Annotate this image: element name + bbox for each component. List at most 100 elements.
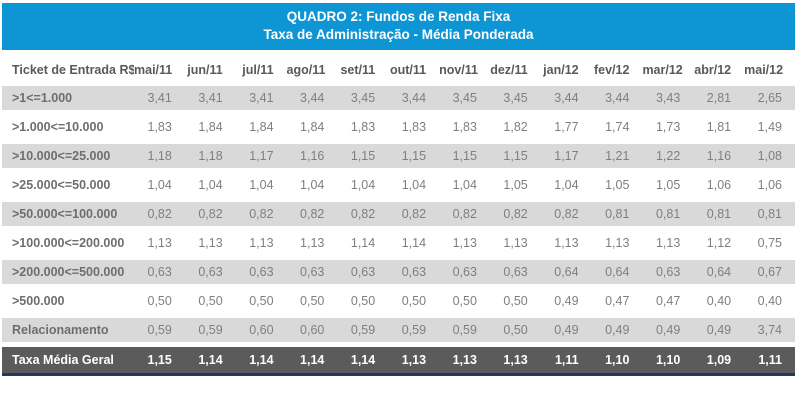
cell-value: 1,14 [337, 231, 389, 255]
cell-value: 1,18 [134, 144, 185, 168]
cell-value: 3,45 [439, 86, 490, 110]
row-label: >10.000<=25.000 [2, 144, 134, 168]
cell-value: 1,82 [489, 115, 541, 139]
column-header-month: abr/12 [693, 57, 745, 81]
cell-value: 2,81 [693, 86, 745, 110]
cell-value: 1,11 [744, 347, 795, 376]
cell-value: 3,45 [489, 86, 541, 110]
cell-value: 1,04 [540, 173, 592, 197]
cell-value: 0,50 [286, 289, 338, 313]
row-label: >500.000 [2, 289, 134, 313]
cell-value: 3,44 [388, 86, 440, 110]
cell-value: 0,50 [337, 289, 389, 313]
cell-value: 1,04 [439, 173, 490, 197]
column-header-month: ago/11 [286, 57, 338, 81]
cell-value: 0,49 [693, 318, 745, 342]
column-header-month: dez/11 [489, 57, 541, 81]
cell-value: 0,50 [235, 289, 287, 313]
cell-value: 1,04 [388, 173, 440, 197]
cell-value: 1,13 [540, 231, 592, 255]
table-row: >100.000<=200.000 1,13 1,13 1,13 1,13 1,14 1,1… [2, 231, 795, 255]
cell-value: 1,13 [134, 231, 185, 255]
cell-value: 1,81 [693, 115, 745, 139]
cell-value: 1,13 [286, 231, 338, 255]
column-header-month: set/11 [337, 57, 389, 81]
cell-value: 0,49 [540, 289, 592, 313]
cell-value: 0,81 [693, 202, 745, 226]
cell-value: 1,83 [388, 115, 440, 139]
cell-value: 1,13 [489, 231, 541, 255]
column-header-month: mar/12 [642, 57, 694, 81]
row-label: Taxa Média Geral [2, 347, 134, 376]
cell-value: 1,84 [235, 115, 287, 139]
row-label: >1<=1.000 [2, 86, 134, 110]
table-row: >50.000<=100.000 0,82 0,82 0,82 0,82 0,82 0,82… [2, 202, 795, 226]
cell-value: 3,45 [337, 86, 389, 110]
cell-value: 1,06 [744, 173, 795, 197]
cell-value: 0,82 [540, 202, 592, 226]
table-title-banner: QUADRO 2: Fundos de Renda Fixa Taxa de A… [2, 3, 795, 50]
cell-value: 0,50 [489, 289, 541, 313]
cell-value: 1,11 [540, 347, 592, 376]
cell-value: 1,13 [439, 347, 490, 376]
cell-value: 0,50 [184, 289, 236, 313]
cell-value: 1,14 [337, 347, 389, 376]
cell-value: 0,40 [744, 289, 795, 313]
cell-value: 1,14 [286, 347, 338, 376]
cell-value: 1,08 [744, 144, 795, 168]
cell-value: 0,50 [489, 318, 541, 342]
column-header-month: mai/11 [134, 57, 185, 81]
cell-value: 1,14 [235, 347, 287, 376]
cell-value: 0,59 [184, 318, 236, 342]
cell-value: 1,04 [286, 173, 338, 197]
cell-value: 0,63 [439, 260, 490, 284]
cell-value: 1,15 [388, 144, 440, 168]
cell-value: 0,63 [642, 260, 694, 284]
cell-value: 0,82 [337, 202, 389, 226]
cell-value: 0,81 [591, 202, 643, 226]
header-row: Ticket de Entrada R$ mai/11 jun/11 jul/11 ag… [2, 57, 795, 81]
cell-value: 0,63 [134, 260, 185, 284]
row-label: >100.000<=200.000 [2, 231, 134, 255]
cell-value: 1,83 [439, 115, 490, 139]
cell-value: 0,59 [337, 318, 389, 342]
cell-value: 3,41 [184, 86, 236, 110]
cell-value: 1,09 [693, 347, 745, 376]
cell-value: 1,16 [693, 144, 745, 168]
cell-value: 0,49 [540, 318, 592, 342]
cell-value: 0,49 [642, 318, 694, 342]
cell-value: 0,60 [235, 318, 287, 342]
cell-value: 1,13 [388, 347, 440, 376]
cell-value: 3,41 [134, 86, 185, 110]
cell-value: 1,04 [184, 173, 236, 197]
row-label: >200.000<=500.000 [2, 260, 134, 284]
column-header-month: fev/12 [591, 57, 643, 81]
cell-value: 0,50 [439, 289, 490, 313]
cell-value: 0,49 [591, 318, 643, 342]
column-header-month: jun/11 [184, 57, 236, 81]
table-row: >1.000<=10.000 1,83 1,84 1,84 1,84 1,83 1,83 1,… [2, 115, 795, 139]
cell-value: 0,50 [134, 289, 185, 313]
cell-value: 1,17 [235, 144, 287, 168]
cell-value: 1,10 [642, 347, 694, 376]
cell-value: 1,21 [591, 144, 643, 168]
cell-value: 1,10 [591, 347, 643, 376]
cell-value: 0,63 [184, 260, 236, 284]
cell-value: 3,44 [540, 86, 592, 110]
cell-value: 0,59 [134, 318, 185, 342]
cell-value: 0,82 [235, 202, 287, 226]
cell-value: 0,82 [184, 202, 236, 226]
cell-value: 1,05 [642, 173, 694, 197]
cell-value: 1,74 [591, 115, 643, 139]
table-header: Ticket de Entrada R$ mai/11 jun/11 jul/11 ag… [2, 57, 795, 81]
cell-value: 0,81 [642, 202, 694, 226]
row-label: Relacionamento [2, 318, 134, 342]
table-row: >200.000<=500.000 0,63 0,63 0,63 0,63 0,63 0,6… [2, 260, 795, 284]
cell-value: 1,13 [235, 231, 287, 255]
cell-value: 1,15 [337, 144, 389, 168]
cell-value: 0,63 [489, 260, 541, 284]
cell-value: 1,18 [184, 144, 236, 168]
cell-value: 0,82 [286, 202, 338, 226]
cell-value: 2,65 [744, 86, 795, 110]
cell-value: 0,81 [744, 202, 795, 226]
